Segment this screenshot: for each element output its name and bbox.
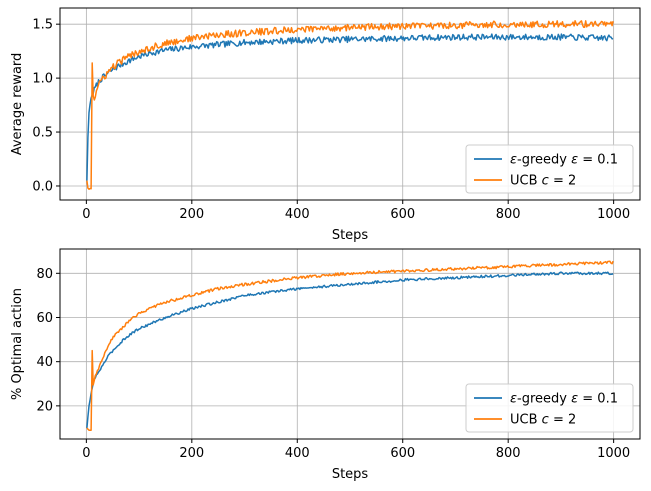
x-tick-label: 0 (82, 207, 90, 222)
x-tick-label: 600 (390, 207, 415, 222)
legend-box (465, 383, 634, 433)
y-tick-label: 60 (36, 311, 53, 326)
y-axis-label: Average reward (10, 53, 25, 156)
x-tick-label: 1000 (597, 207, 630, 222)
series-line-1 (86, 260, 614, 431)
legend: ε-greedy ε = 0.1 UCB c = 2 (465, 144, 634, 194)
series-group (86, 20, 614, 190)
legend-label-1: UCB c = 2 (510, 174, 576, 189)
axes-frame (59, 248, 641, 440)
axes-frame (59, 7, 641, 201)
x-tick-label: 200 (179, 446, 204, 461)
optimal-action-chart: 0 200 400 600 800 1000 20 40 60 80 Steps % Optimal … (10, 248, 641, 482)
x-tick-label: 800 (496, 446, 521, 461)
x-axis-label: Steps (332, 228, 369, 243)
y-tick-label: 40 (36, 355, 53, 370)
x-tick-label: 0 (82, 446, 90, 461)
legend-label-0: ε-greedy ε = 0.1 (510, 153, 618, 168)
legend-label-1: UCB c = 2 (510, 413, 576, 428)
x-tick-label: 200 (179, 207, 204, 222)
y-tick-label: 1.0 (32, 72, 53, 87)
y-tick-label: 80 (36, 267, 53, 282)
y-tick-label: 1.5 (32, 18, 53, 33)
x-tick-label: 1000 (597, 446, 630, 461)
legend-label-0: ε-greedy ε = 0.1 (510, 392, 618, 407)
series-line-0 (86, 33, 614, 181)
y-tick-label: 20 (36, 399, 53, 414)
x-tick-label: 400 (285, 446, 310, 461)
x-tick-label: 800 (496, 207, 521, 222)
x-tick-label: 600 (390, 446, 415, 461)
y-tick-label: 0.0 (32, 179, 53, 194)
x-axis-label: Steps (332, 467, 369, 482)
series-group (86, 260, 614, 431)
legend-box (465, 144, 634, 194)
x-tick-label: 400 (285, 207, 310, 222)
reward-chart: 0 200 400 600 800 1000 0.0 0.5 1.0 1.5 Steps Averag… (10, 7, 641, 243)
legend: ε-greedy ε = 0.1 UCB c = 2 (465, 383, 634, 433)
y-tick-label: 0.5 (32, 126, 53, 141)
series-line-1 (86, 20, 614, 190)
series-line-0 (86, 271, 614, 429)
y-axis-label: % Optimal action (10, 288, 25, 400)
